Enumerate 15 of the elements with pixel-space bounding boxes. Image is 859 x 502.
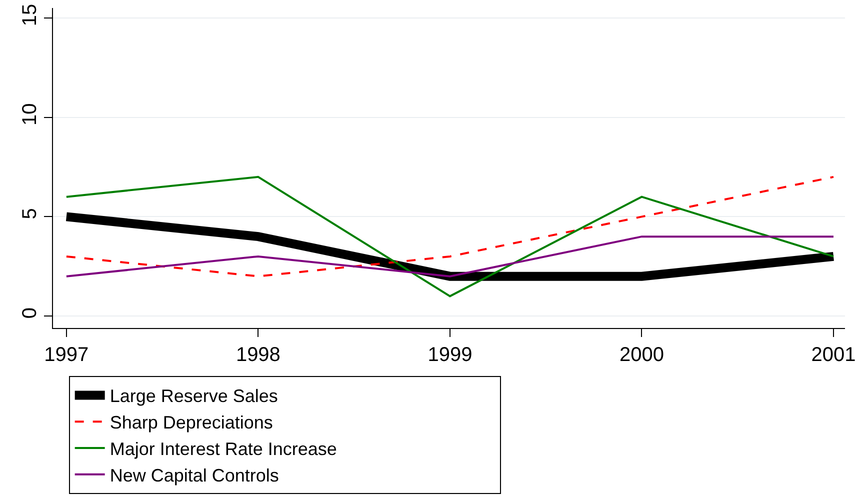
x-tick-label: 1997 <box>44 344 89 366</box>
y-tick-label: 10 <box>19 103 41 126</box>
y-tick-label: 0 <box>19 308 41 319</box>
line-series <box>65 176 834 298</box>
legend-label: Large Reserve Sales <box>110 386 278 406</box>
x-tick-label: 2001 <box>811 344 856 366</box>
legend-label: Major Interest Rate Increase <box>110 439 337 460</box>
x-tick-label: 1999 <box>428 344 472 366</box>
legend-label: New Capital Controls <box>110 465 279 486</box>
legend-label: Sharp Depreciations <box>110 412 273 433</box>
x-tick-label: 1998 <box>236 344 280 366</box>
y-tick-label: 15 <box>19 4 41 26</box>
x-tick-label: 2000 <box>619 344 664 366</box>
y-tick-label: 5 <box>19 208 41 220</box>
line-series <box>65 176 834 278</box>
